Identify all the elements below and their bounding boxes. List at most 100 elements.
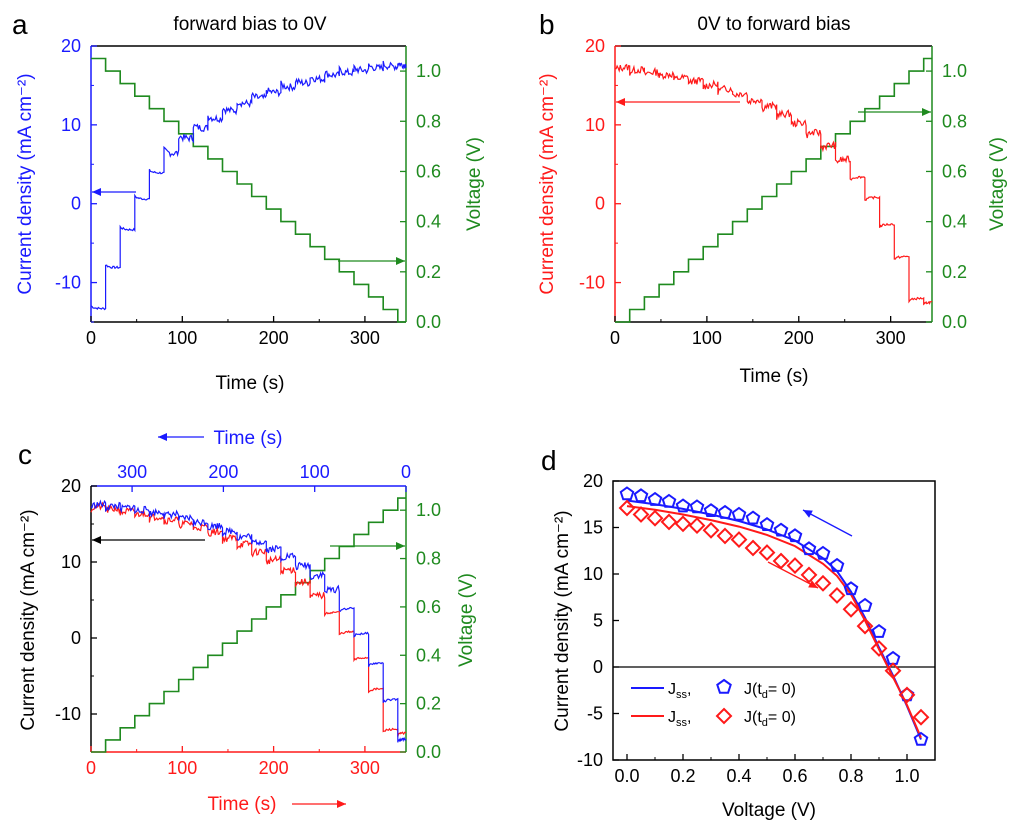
panel-d-pentagon-point	[801, 541, 817, 556]
panel-b-y2tick-label-4: 0.8	[942, 111, 967, 131]
panel-b-xtick-label-1: 100	[692, 328, 722, 348]
panel-d-xlabel: Voltage (V)	[722, 800, 816, 821]
panel-d-ytick-label-0: -10	[577, 750, 603, 770]
panel-d-pentagon-point	[731, 506, 747, 521]
panel-c-y2tick-label-3: 0.6	[416, 597, 441, 617]
panel-d-letter: d	[541, 445, 557, 476]
panel-d-diamond-point	[814, 574, 832, 592]
panel-d-pentagon-point	[759, 516, 775, 531]
panel-c-x2tick-label-1: 200	[208, 462, 238, 482]
panel-c-x2tick-label-0: 300	[117, 462, 147, 482]
panel-b-letter: b	[539, 9, 555, 40]
panel-c-letter: c	[18, 439, 32, 470]
panel-c-xtick-label-2: 200	[259, 758, 289, 778]
panel-d-diamond-point	[702, 521, 720, 539]
panel-a-y2tick-label-0: 0.0	[416, 312, 441, 332]
panel-a-y2tick-label-1: 0.2	[416, 262, 441, 282]
panel-a-plot: 0 100 200 300 -10 0 10 20 0.0 0.2 0.4 0.6 0.8 1.0	[55, 36, 441, 348]
panel-a-y2tick-label-4: 0.8	[416, 111, 441, 131]
panel-c-x2tick-label-2: 100	[300, 462, 330, 482]
panel-b-xlabel: Time (s)	[740, 366, 809, 387]
panel-a-xlabel: Time (s)	[216, 373, 285, 394]
panel-b-y2label: Voltage (V)	[987, 137, 1008, 231]
panel-d-xtick-label-2: 0.4	[726, 766, 751, 786]
panel-d-diamond-point	[912, 708, 930, 726]
panel-c-arrow-right-head	[396, 542, 405, 550]
panel-b-ylabel: Current density (mA cm⁻²)	[537, 73, 558, 294]
panel-a-letter: a	[12, 9, 28, 40]
panel-a-xtick-label-1: 100	[167, 328, 197, 348]
panel-b: b 0V to forward bias 0 100 200 300-10010200…	[537, 9, 1008, 387]
panel-a-ylabel: Current density (mA cm⁻²)	[15, 73, 36, 294]
panel-c-y2tick-label-2: 0.4	[416, 645, 441, 665]
panel-d-ytick-label-4: 10	[583, 564, 603, 584]
panel-d-diamond-point	[856, 617, 874, 635]
panel-c-bottom-time-arrow-head	[337, 800, 346, 808]
panel-b-voltage-line	[615, 57, 932, 323]
panel-c-y2tick-label-5: 1.0	[416, 500, 441, 520]
panel-d-diamond-point	[772, 552, 790, 570]
panel-d-ylabel: Current density (mA cm⁻²)	[552, 510, 573, 731]
panel-d-diamond-point	[618, 499, 636, 517]
panel-b-title: 0V to forward bias	[697, 14, 850, 35]
panel-a-y2label: Voltage (V)	[464, 137, 485, 231]
panel-b-xtick-label-3: 300	[876, 328, 906, 348]
panel-c-y2label: Voltage (V)	[456, 573, 477, 667]
panel-b-y2tick-label-0: 0.0	[942, 312, 967, 332]
legend-label-jss-red: Jss,	[668, 709, 691, 729]
panel-d-pentagon-point	[745, 510, 761, 525]
panel-b-y2tick-label-5: 1.0	[942, 61, 967, 81]
panel-b-ytick-label-0: -10	[579, 273, 605, 293]
panel-d-diamond-point	[828, 586, 846, 604]
panel-b-y2tick-label-3: 0.6	[942, 161, 967, 181]
panel-b-y2tick-label-1: 0.2	[942, 262, 967, 282]
panel-d-pentagon-point	[815, 545, 831, 560]
panel-c-xlabel: Time (s)	[208, 794, 277, 815]
panel-b-plot: 0 100 200 300 -10 0 10 20 0.0 0.2 0.4 0.6 0.8 1.0	[579, 36, 967, 348]
panel-d-pentagon-point	[829, 557, 845, 572]
panel-b-ytick-label-1: 0	[595, 194, 605, 214]
panel-c-voltage-line	[91, 497, 406, 753]
panel-b-xtick-label-2: 200	[784, 328, 814, 348]
panel-d-arrow-reverse-shaft	[802, 509, 853, 537]
panel-a-xtick-label-0: 0	[86, 328, 96, 348]
panel-d-diamond-point	[632, 506, 650, 523]
panel-a-ytick-label-1: 0	[71, 194, 81, 214]
legend-marker-pentagon	[716, 678, 732, 694]
panel-a-ytick-label-3: 20	[61, 36, 81, 56]
panel-c-ytick-label-1: 0	[71, 628, 81, 648]
panel-d-diamond-point	[730, 531, 748, 549]
panel-c-xtick-label-0: 0	[86, 758, 96, 778]
legend-marker-diamond	[715, 707, 733, 725]
panel-d-legend: Jss, J(td= 0) Jss, J(td= 0)	[631, 678, 796, 729]
panel-c-xtick-label-1: 100	[167, 758, 197, 778]
panel-d-ytick-label-3: 5	[593, 611, 603, 631]
panel-d-diamond-point	[688, 517, 706, 535]
panel-d-diamond-point	[842, 600, 860, 618]
panel-b-ytick-label-3: 20	[585, 36, 605, 56]
panel-d-diamond-point	[786, 557, 804, 575]
panel-d-blue-jss-line	[626, 499, 922, 740]
panel-d-pentagon-point	[843, 581, 859, 596]
panel-d-red-jss-line	[626, 505, 922, 739]
panel-a-y2tick-label-3: 0.6	[416, 161, 441, 181]
panel-a-y2tick-label-2: 0.4	[416, 212, 441, 232]
panel-d-pentagon-point	[619, 486, 635, 501]
panel-d-ytick-label-1: -5	[587, 704, 603, 724]
panel-d-arrow-forward-head	[808, 580, 818, 588]
panel-d-diamond-point	[674, 515, 692, 533]
panel-d-diamond-point	[646, 509, 664, 527]
panel-d-ytick-label-2: 0	[593, 657, 603, 677]
panel-c-current-forward-line	[90, 501, 407, 737]
panel-c-arrow-left-head	[92, 536, 101, 544]
panel-d-pentagon-point	[913, 731, 929, 746]
panel-d-diamond-point	[744, 539, 762, 557]
panel-d-pentagon-point	[885, 650, 901, 665]
panel-d-diamond-point	[716, 527, 734, 545]
panel-d-arrow-reverse-head	[803, 510, 813, 518]
panel-c-plot: 0 100 200 300 300 200 100 0 -10 0 10 20 0.0 0.2 0.4 0.6…	[55, 433, 441, 808]
panel-c-y2tick-label-4: 0.8	[416, 549, 441, 569]
panel-a-arrow-right-head	[396, 257, 405, 265]
panel-a: a forward bias to 0V 0 100 200 300-10010200…	[12, 9, 485, 394]
